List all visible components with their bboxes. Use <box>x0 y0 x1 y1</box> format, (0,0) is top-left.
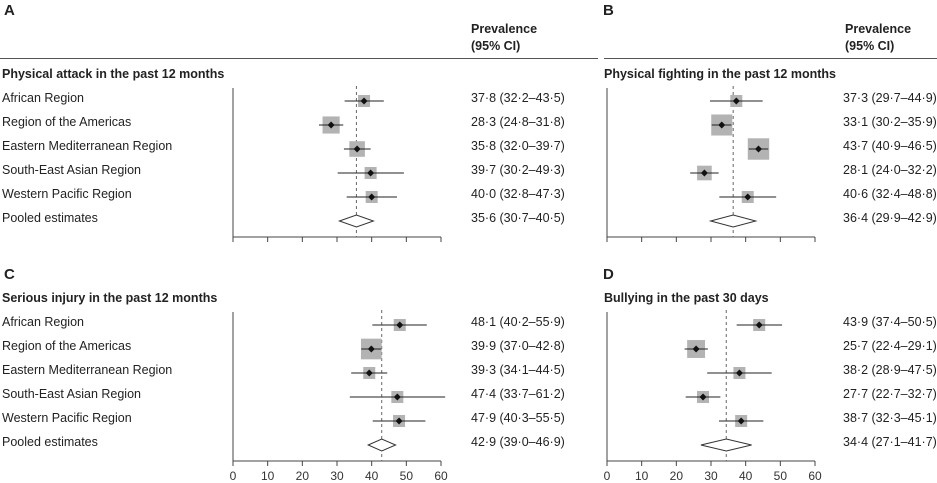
row-label: Eastern Mediterranean Region <box>2 363 173 377</box>
prevalence-value: 39·3 (34·1–44·5) <box>471 363 565 377</box>
prevalence-value: 42·9 (39·0–46·9) <box>471 435 565 449</box>
prevalence-label: Prevalence <box>845 22 912 36</box>
panel-b-title: Physical fighting in the past 12 months <box>604 67 836 81</box>
x-tick-label: 30 <box>330 469 344 483</box>
prevalence-value: 27·7 (22·7–32·7) <box>843 387 937 401</box>
prevalence-value: 40·6 (32·4–48·8) <box>843 187 937 201</box>
x-tick-label: 40 <box>365 469 379 483</box>
point-estimate <box>700 169 708 177</box>
pooled-diamond <box>708 214 758 228</box>
point-estimate <box>755 321 763 329</box>
point-estimate <box>737 417 745 425</box>
point-estimate <box>367 345 375 353</box>
x-tick-label: 60 <box>808 469 822 483</box>
x-tick-label: 50 <box>774 469 788 483</box>
prevalence-value: 36·4 (29·9–42·9) <box>843 211 937 225</box>
row-label: South-East Asian Region <box>2 163 141 177</box>
prevalence-value: 28·3 (24·8–31·8) <box>471 115 565 129</box>
prevalence-value: 35·6 (30·7–40·5) <box>471 211 565 225</box>
prevalence-value: 37·3 (29·7–44·9) <box>843 91 937 105</box>
prevalence-value: 48·1 (40·2–55·9) <box>471 315 565 329</box>
point-estimate <box>365 369 373 377</box>
panel-d-letter: D <box>603 266 614 283</box>
row-label: Region of the Americas <box>2 115 132 129</box>
prevalence-value: 35·8 (32·0–39·7) <box>471 139 565 153</box>
ci-label: (95% CI) <box>471 39 521 53</box>
prevalence-value: 39·9 (37·0–42·8) <box>471 339 565 353</box>
panel-a-title: Physical attack in the past 12 months <box>2 67 225 81</box>
x-tick-label: 40 <box>739 469 753 483</box>
point-estimate <box>368 193 376 201</box>
row-label: Region of the Americas <box>2 339 132 353</box>
prevalence-value: 28·1 (24·0–32·2) <box>843 163 937 177</box>
point-estimate <box>360 97 368 105</box>
x-tick-label: 30 <box>704 469 718 483</box>
point-estimate <box>699 393 707 401</box>
prevalence-value: 37·8 (32·2–43·5) <box>471 91 565 105</box>
header-rule-right <box>604 58 937 59</box>
x-tick-label: 50 <box>400 469 414 483</box>
prevalence-value: 25·7 (22·4–29·1) <box>843 339 937 353</box>
prevalence-label: Prevalence <box>471 22 538 36</box>
panel-b-letter: B <box>603 2 614 19</box>
x-tick-label: 0 <box>604 469 611 483</box>
prevalence-value: 38·7 (32·3–45·1) <box>843 411 937 425</box>
row-label: Pooled estimates <box>2 435 98 449</box>
point-estimate <box>367 169 375 177</box>
prevalence-value: 38·2 (28·9–47·5) <box>843 363 937 377</box>
point-estimate <box>692 345 700 353</box>
point-estimate <box>718 121 726 129</box>
row-label: Eastern Mediterranean Region <box>2 139 173 153</box>
row-label: African Region <box>2 91 84 105</box>
x-tick-label: 10 <box>261 469 275 483</box>
pooled-diamond <box>337 214 375 228</box>
point-estimate <box>353 145 361 153</box>
row-label: Pooled estimates <box>2 211 98 225</box>
prevalence-value: 43·9 (37·4–50·5) <box>843 315 937 329</box>
prevalence-value: 43·7 (40·9–46·5) <box>843 139 937 153</box>
prevalence-value: 47·4 (33·7–61·2) <box>471 387 565 401</box>
panel-c-title: Serious injury in the past 12 months <box>2 291 218 305</box>
prevalence-value: 39·7 (30·2–49·3) <box>471 163 565 177</box>
row-label: African Region <box>2 315 84 329</box>
prevalence-header-left: Prevalence (95% CI) <box>471 21 537 55</box>
point-estimate <box>396 321 404 329</box>
point-estimate <box>732 97 740 105</box>
row-label: Western Pacific Region <box>2 411 132 425</box>
x-tick-label: 60 <box>434 469 448 483</box>
point-estimate <box>327 121 335 129</box>
panel-d-title: Bullying in the past 30 days <box>604 291 769 305</box>
pooled-diamond <box>366 438 397 452</box>
row-label: Western Pacific Region <box>2 187 132 201</box>
x-tick-label: 0 <box>230 469 237 483</box>
point-estimate <box>393 393 401 401</box>
row-label: South-East Asian Region <box>2 387 141 401</box>
point-estimate <box>735 369 743 377</box>
panel-c-letter: C <box>4 266 15 283</box>
point-estimate <box>754 145 762 153</box>
point-estimate <box>744 193 752 201</box>
prevalence-value: 47·9 (40·3–55·5) <box>471 411 565 425</box>
x-tick-label: 10 <box>635 469 649 483</box>
prevalence-value: 40·0 (32·8–47·3) <box>471 187 565 201</box>
point-estimate <box>395 417 403 425</box>
prevalence-value: 33·1 (30·2–35·9) <box>843 115 937 129</box>
pooled-diamond <box>700 438 752 452</box>
ci-label: (95% CI) <box>845 39 895 53</box>
panel-a-letter: A <box>4 2 15 19</box>
prevalence-value: 34·4 (27·1–41·7) <box>843 435 937 449</box>
header-rule-left <box>0 58 598 59</box>
x-tick-label: 20 <box>296 469 310 483</box>
prevalence-header-right: Prevalence (95% CI) <box>845 21 911 55</box>
x-tick-label: 20 <box>670 469 684 483</box>
